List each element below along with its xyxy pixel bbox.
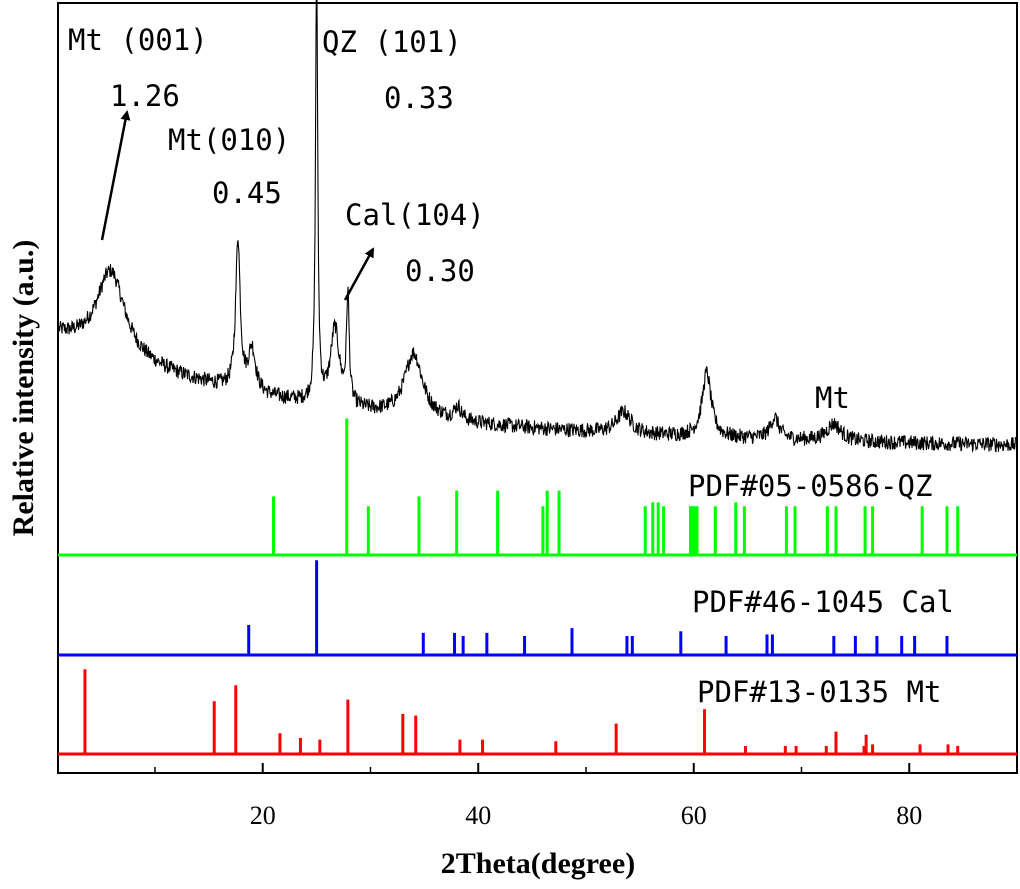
xrd-pattern-line xyxy=(58,0,1017,453)
data-marks xyxy=(58,0,1017,756)
annotation-mt: Mt xyxy=(815,381,850,415)
label-pdf-qz: PDF#05-0586-QZ xyxy=(688,469,932,503)
x-tick-label: 20 xyxy=(250,801,276,830)
y-axis-title: Relative intensity (a.u.) xyxy=(7,240,40,537)
annotation-qz-101: QZ (101) xyxy=(322,25,462,59)
annotation-cal-104: Cal(104) xyxy=(345,198,485,232)
annotation-mt-010: Mt(010) xyxy=(168,123,290,157)
x-axis-ticks: 20 40 60 80 xyxy=(154,763,1018,830)
x-axis-title: 2Theta(degree) xyxy=(441,847,635,880)
annotation-cal-104-d: 0.30 xyxy=(405,254,475,288)
annotation-qz-101-d: 0.33 xyxy=(384,81,454,115)
annotation-mt-001-d: 1.26 xyxy=(110,79,180,113)
annotation-mt-010-d: 0.45 xyxy=(212,176,282,210)
annotation-mt-001: Mt (001) xyxy=(68,23,208,57)
arrow-cal-104 xyxy=(343,247,375,301)
x-tick-label: 80 xyxy=(896,801,922,830)
label-pdf-mt: PDF#13-0135 Mt xyxy=(697,675,941,709)
label-pdf-cal: PDF#46-1045 Cal xyxy=(692,585,954,619)
x-tick-label: 40 xyxy=(465,801,491,830)
x-tick-label: 60 xyxy=(681,801,707,830)
arrow-mt-001 xyxy=(100,110,131,241)
plot-frame xyxy=(57,2,1018,774)
